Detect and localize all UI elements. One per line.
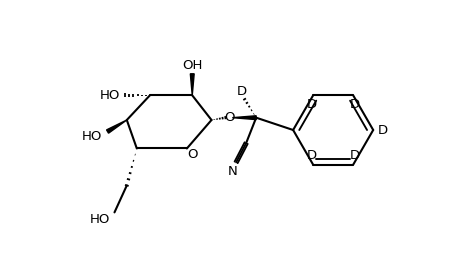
Text: D: D xyxy=(350,149,360,162)
Polygon shape xyxy=(106,120,127,133)
Text: HO: HO xyxy=(90,213,110,226)
Text: O: O xyxy=(224,111,235,124)
Text: O: O xyxy=(187,148,198,161)
Text: D: D xyxy=(307,98,317,111)
Text: N: N xyxy=(228,165,238,178)
Text: D: D xyxy=(237,85,247,98)
Polygon shape xyxy=(190,74,194,95)
Text: D: D xyxy=(307,149,317,162)
Text: D: D xyxy=(377,123,387,137)
Polygon shape xyxy=(232,116,256,120)
Text: OH: OH xyxy=(182,59,202,72)
Text: D: D xyxy=(350,98,360,111)
Text: HO: HO xyxy=(82,130,102,143)
Text: HO: HO xyxy=(100,89,120,102)
